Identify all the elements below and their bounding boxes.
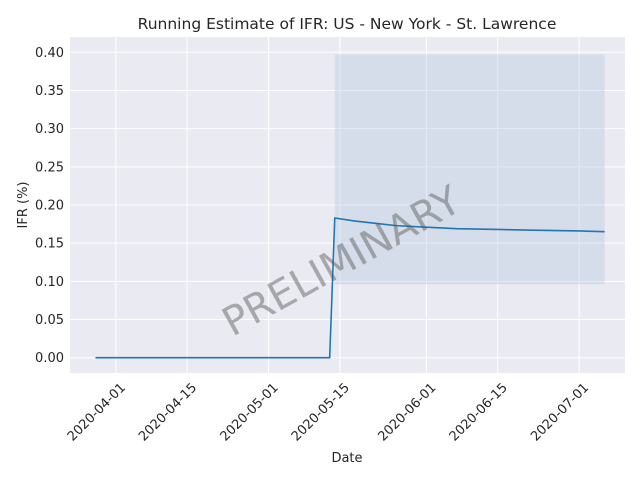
y-tick-labels: 0.00 0.05 0.10 0.15 0.20 0.25 0.30 0.35 0.40 <box>35 46 64 366</box>
y-tick-label: 0.30 <box>35 122 64 137</box>
confidence-band-area <box>334 54 605 285</box>
y-axis-label: IFR (%) <box>16 182 31 229</box>
x-tick-label: 2020-07-01 <box>528 380 592 444</box>
series-group <box>95 217 605 359</box>
y-tick-label: 0.15 <box>35 237 64 252</box>
y-tick-label: 0.10 <box>35 275 64 290</box>
confidence-band <box>334 54 605 285</box>
x-tick-label: 2020-06-01 <box>375 380 439 444</box>
y-tick-label: 0.00 <box>35 351 64 366</box>
x-tick-label: 2020-05-01 <box>218 380 282 444</box>
x-tick-label: 2020-04-15 <box>136 380 200 444</box>
x-tick-label: 2020-05-15 <box>289 380 353 444</box>
x-tick-label: 2020-04-01 <box>65 380 129 444</box>
y-tick-label: 0.05 <box>35 313 64 328</box>
grid-lines <box>70 37 625 373</box>
y-tick-label: 0.35 <box>35 84 64 99</box>
y-tick-label: 0.40 <box>35 46 64 61</box>
y-tick-label: 0.20 <box>35 199 64 214</box>
chart-title: Running Estimate of IFR: US - New York -… <box>138 15 557 33</box>
x-axis-label: Date <box>331 451 362 466</box>
ifr-series-line <box>95 217 605 359</box>
x-tick-labels: 2020-04-01 2020-04-15 2020-05-01 2020-05-15… <box>65 380 592 444</box>
y-tick-label: 0.25 <box>35 160 64 175</box>
x-tick-label: 2020-06-15 <box>447 380 511 444</box>
